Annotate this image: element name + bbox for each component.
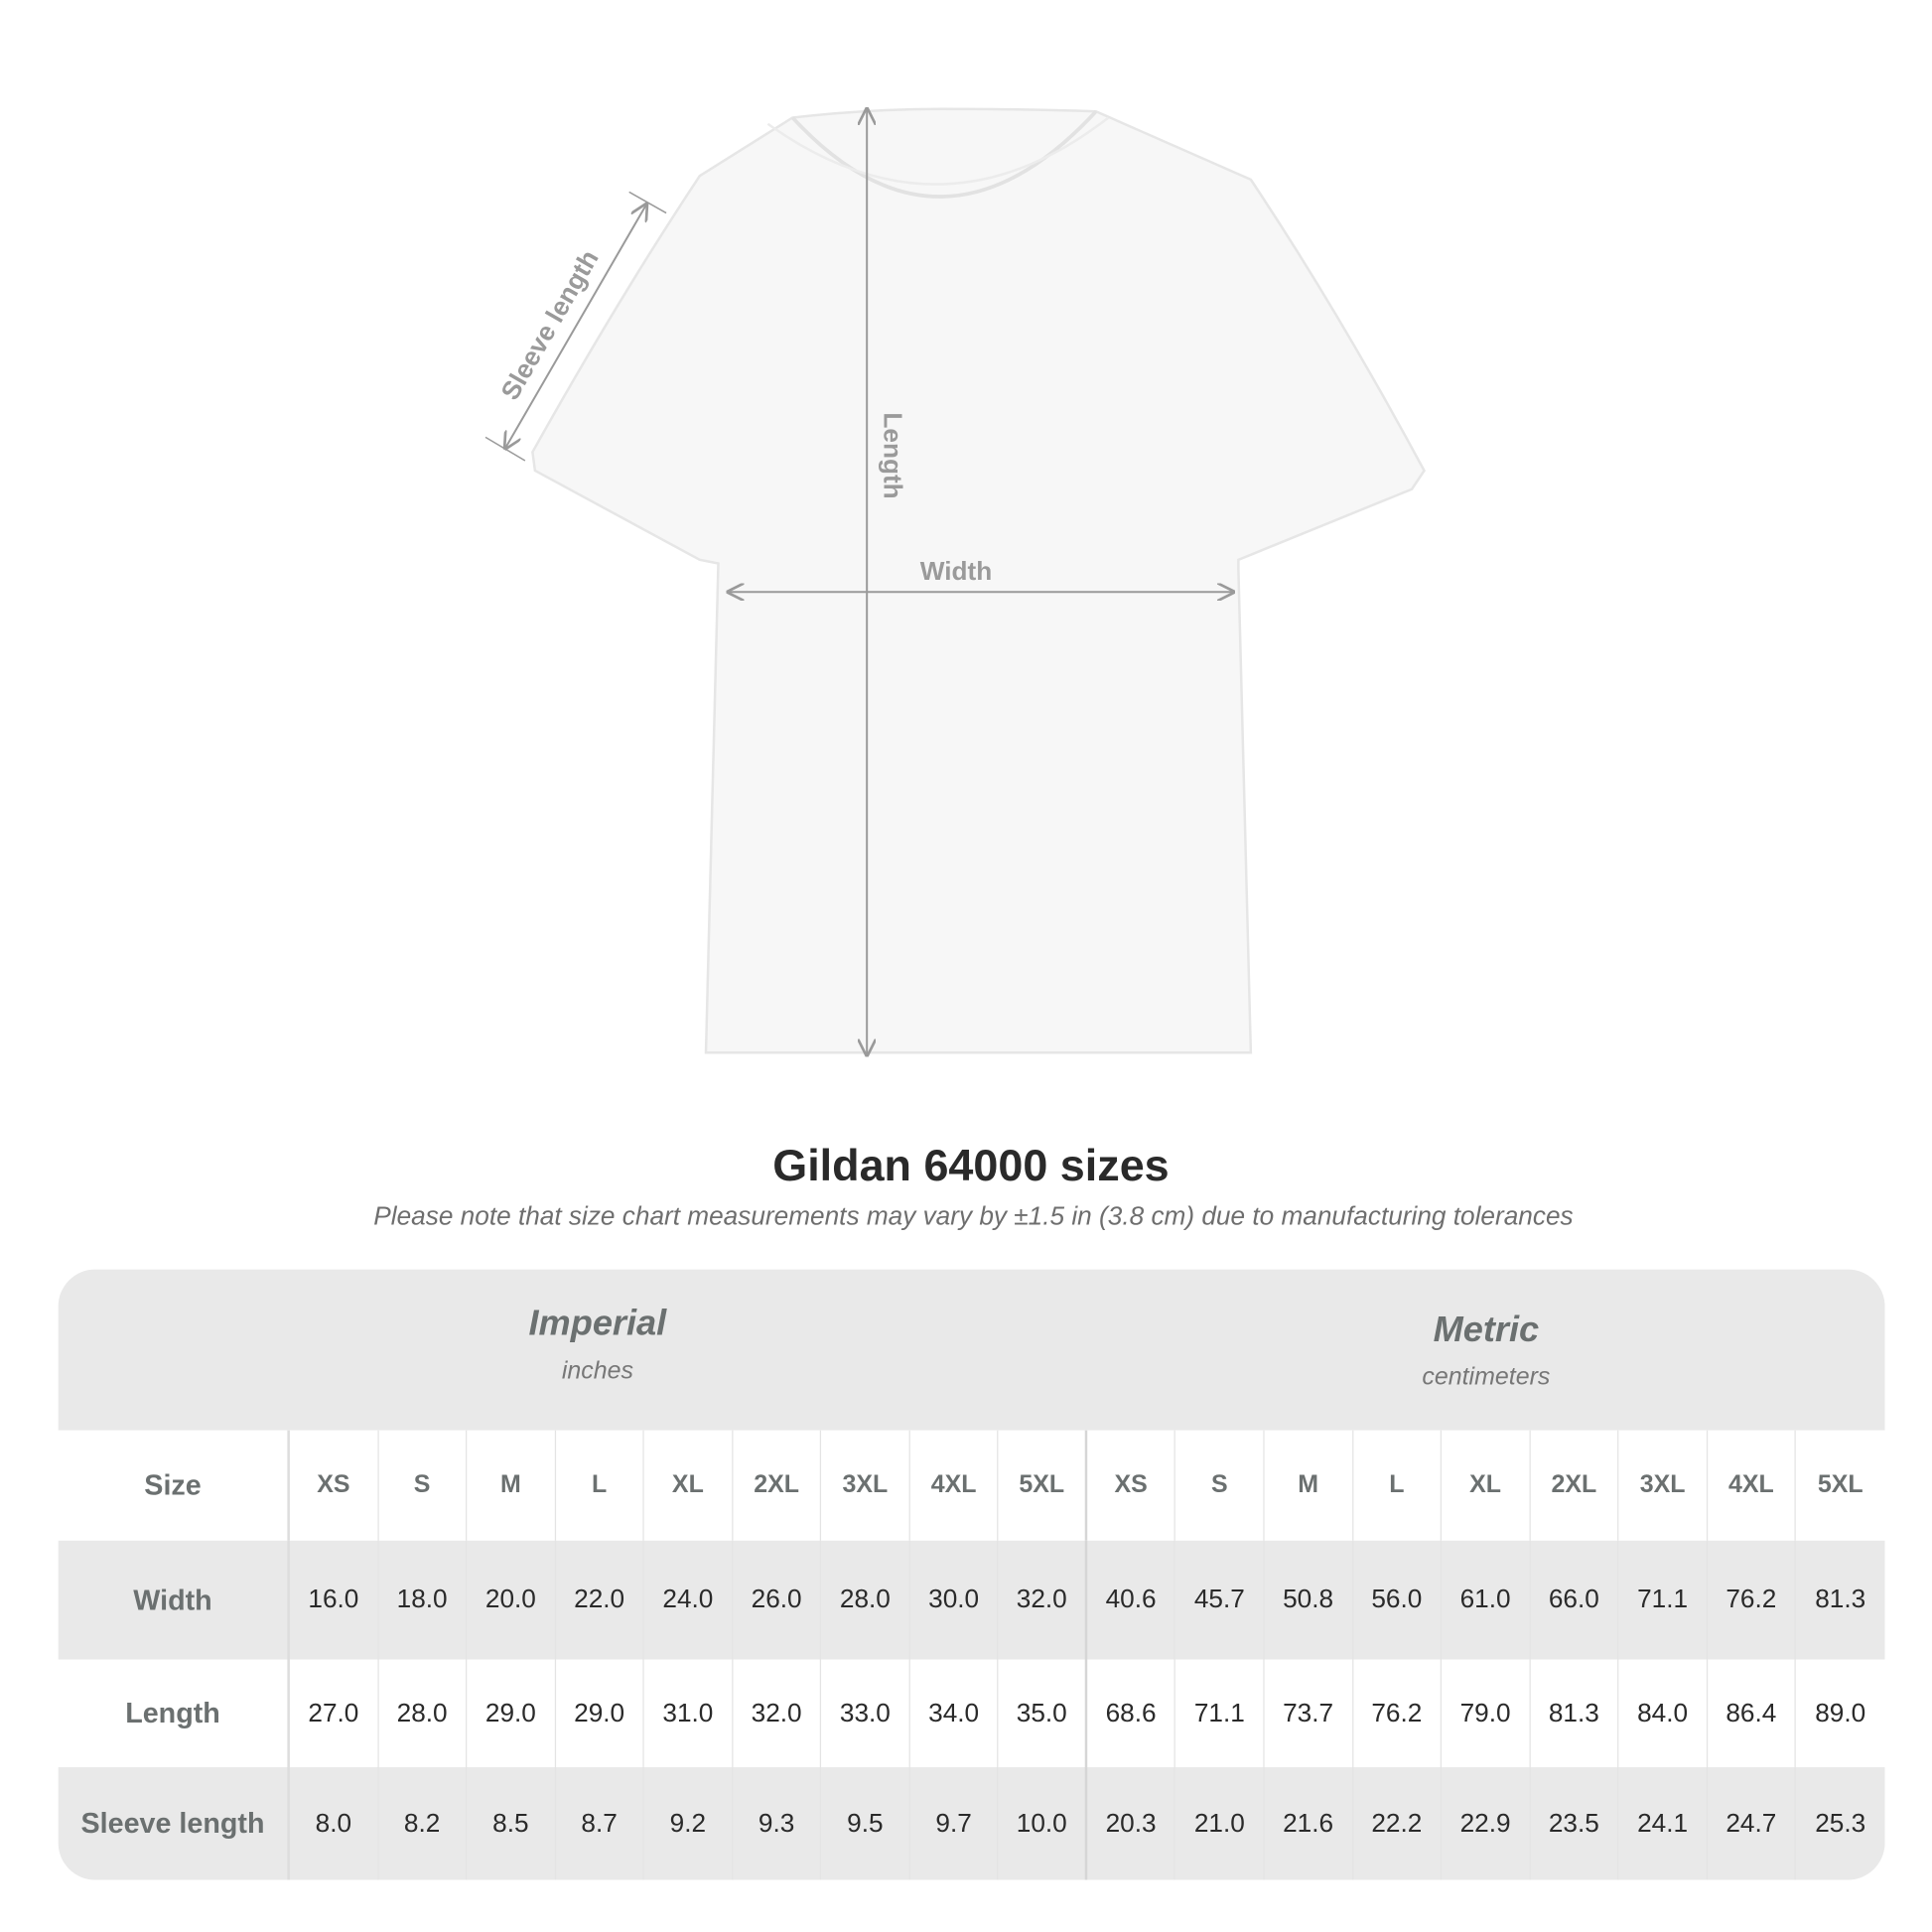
value-cell: 9.2 xyxy=(644,1767,734,1880)
value-cell: 8.2 xyxy=(378,1767,468,1880)
table-row: Sleeve length 8.0 8.2 8.5 8.7 9.2 9.3 9.5 9.7 10.… xyxy=(58,1767,1885,1880)
value-cell: 23.5 xyxy=(1530,1767,1619,1880)
value-cell: 31.0 xyxy=(644,1659,734,1768)
row-label: Width xyxy=(59,1540,290,1660)
value-cell: 81.3 xyxy=(1815,1585,1866,1614)
group-unit: centimeters xyxy=(1422,1363,1551,1391)
sleeve-arrow xyxy=(505,205,646,449)
row-label: Sleeve length xyxy=(59,1767,290,1880)
value-cell: 35.0 xyxy=(999,1659,1088,1768)
size-cell: XL xyxy=(644,1430,734,1541)
imperial-group: Imperial inches xyxy=(290,1305,905,1386)
value-cell: 56.0 xyxy=(1353,1540,1443,1660)
value-cell: 20.3 xyxy=(1087,1767,1176,1880)
value-cell: 24.1 xyxy=(1619,1767,1708,1880)
tolerance-note: Please note that size chart measurements… xyxy=(373,1202,1574,1231)
size-cell: 5XL xyxy=(999,1430,1088,1541)
value-cell: 33.0 xyxy=(821,1659,910,1768)
value-cell: 79.0 xyxy=(1442,1659,1531,1768)
row-label: Size xyxy=(59,1430,290,1541)
value-cell: 20.0 xyxy=(467,1540,556,1660)
tshirt-diagram: Length Width Sleeve length xyxy=(484,0,1426,1115)
value-cell: 8.5 xyxy=(467,1767,556,1880)
size-cell: S xyxy=(1175,1430,1265,1541)
value-cell: 34.0 xyxy=(910,1659,999,1768)
value-cell: 29.0 xyxy=(556,1659,644,1768)
value-cell: 16.0 xyxy=(290,1540,379,1660)
size-cell: XS xyxy=(1087,1430,1176,1541)
value-cell: 84.0 xyxy=(1619,1659,1708,1768)
table-row: Width 16.0 18.0 20.0 22.0 24.0 26.0 28.0 30.0 32.… xyxy=(58,1540,1885,1660)
size-cell: L xyxy=(1353,1430,1443,1541)
size-cell: M xyxy=(1265,1430,1353,1541)
value-cell: 10.0 xyxy=(999,1767,1088,1880)
value-cell: 28.0 xyxy=(821,1540,910,1660)
size-cell: 2XL xyxy=(733,1430,822,1541)
value-cell: 30.0 xyxy=(910,1540,999,1660)
value-cell: 9.5 xyxy=(821,1767,910,1880)
value-cell: 40.6 xyxy=(1087,1540,1176,1660)
value-cell: 22.0 xyxy=(556,1540,644,1660)
value-cell: 73.7 xyxy=(1265,1659,1353,1768)
value-cell: 68.6 xyxy=(1087,1659,1176,1768)
size-cell: 5XL xyxy=(1817,1470,1863,1499)
value-cell: 18.0 xyxy=(378,1540,468,1660)
table-row: Length 27.0 28.0 29.0 29.0 31.0 32.0 33.0 34.0 35… xyxy=(58,1659,1885,1768)
value-cell: 21.6 xyxy=(1265,1767,1353,1880)
value-cell: 29.0 xyxy=(467,1659,556,1768)
value-cell: 32.0 xyxy=(733,1659,822,1768)
value-cell: 22.9 xyxy=(1442,1767,1531,1880)
size-table: Imperial inches Metric centimeters Size X… xyxy=(58,1269,1885,1880)
size-header-row: Size XS S M L XL 2XL 3XL 4XL 5XL XS S M L XL 2XL 3XL 4XL 5… xyxy=(58,1430,1885,1541)
size-cell: S xyxy=(378,1430,468,1541)
size-cell: L xyxy=(556,1430,644,1541)
size-cell: XS xyxy=(290,1430,379,1541)
value-cell: 26.0 xyxy=(733,1540,822,1660)
value-cell: 9.3 xyxy=(733,1767,822,1880)
value-cell: 22.2 xyxy=(1353,1767,1443,1880)
value-cell: 32.0 xyxy=(999,1540,1088,1660)
row-label: Length xyxy=(59,1659,290,1768)
size-cell: 3XL xyxy=(821,1430,910,1541)
value-cell: 89.0 xyxy=(1815,1698,1866,1727)
size-cell: XL xyxy=(1442,1430,1531,1541)
collar xyxy=(790,109,1098,199)
value-cell: 71.1 xyxy=(1619,1540,1708,1660)
group-title: Metric xyxy=(1433,1310,1540,1350)
value-cell: 8.7 xyxy=(556,1767,644,1880)
value-cell: 24.7 xyxy=(1708,1767,1797,1880)
value-cell: 8.0 xyxy=(290,1767,379,1880)
size-cell: 4XL xyxy=(1708,1430,1797,1541)
value-cell: 50.8 xyxy=(1265,1540,1353,1660)
value-cell: 9.7 xyxy=(910,1767,999,1880)
value-cell: 27.0 xyxy=(290,1659,379,1768)
value-cell: 21.0 xyxy=(1175,1767,1265,1880)
width-label: Width xyxy=(920,556,992,586)
size-cell: 2XL xyxy=(1530,1430,1619,1541)
metric-group: Metric centimeters xyxy=(1087,1311,1884,1392)
value-cell: 71.1 xyxy=(1175,1659,1265,1768)
size-cell: 3XL xyxy=(1619,1430,1708,1541)
value-cell: 76.2 xyxy=(1708,1540,1797,1660)
group-unit: inches xyxy=(561,1357,633,1385)
value-cell: 24.0 xyxy=(644,1540,734,1660)
value-cell: 61.0 xyxy=(1442,1540,1531,1660)
value-cell: 81.3 xyxy=(1530,1659,1619,1768)
value-cell: 66.0 xyxy=(1530,1540,1619,1660)
group-title: Imperial xyxy=(528,1304,667,1344)
value-cell: 28.0 xyxy=(378,1659,468,1768)
size-cell: M xyxy=(467,1430,556,1541)
page-title: Gildan 64000 sizes xyxy=(772,1139,1170,1190)
size-cell: 4XL xyxy=(910,1430,999,1541)
length-label: Length xyxy=(879,412,908,498)
group-header xyxy=(58,1269,1885,1431)
value-cell: 86.4 xyxy=(1708,1659,1797,1768)
value-cell: 45.7 xyxy=(1175,1540,1265,1660)
value-cell: 25.3 xyxy=(1815,1808,1866,1838)
value-cell: 76.2 xyxy=(1353,1659,1443,1768)
